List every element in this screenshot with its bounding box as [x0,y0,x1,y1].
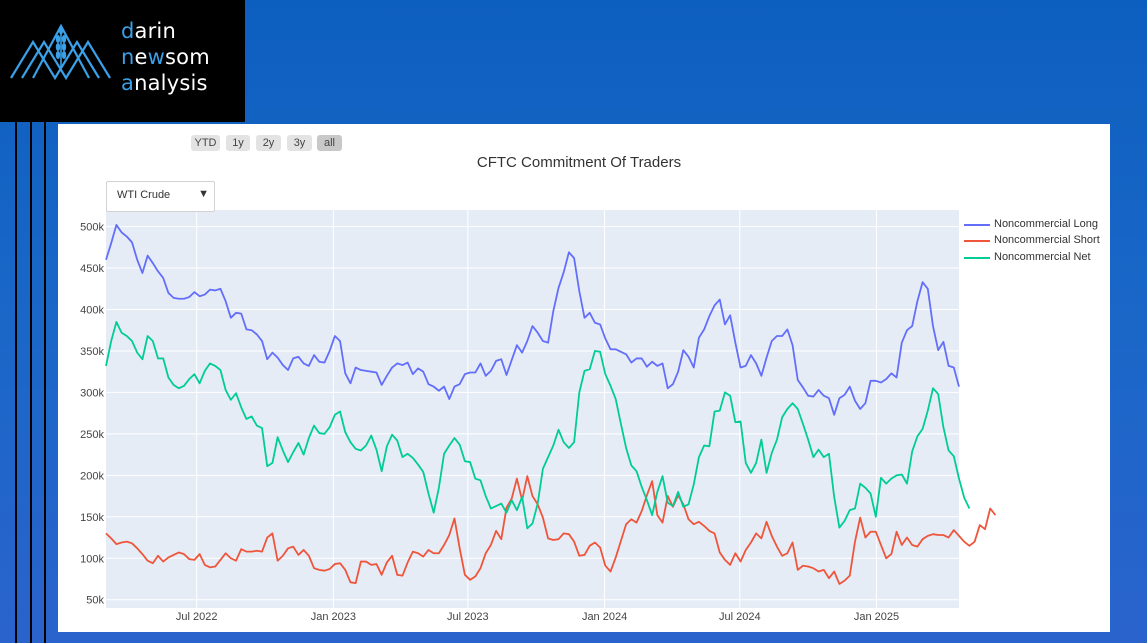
legend-swatch [964,257,990,259]
y-tick-label: 300k [80,387,104,399]
dropdown-arrow-icon: ▼ [198,188,209,200]
x-tick-label: Jan 2024 [582,611,627,623]
dropdown-value: WTI Crude [117,189,171,201]
y-tick-label: 200k [80,470,104,482]
decorative-bar [15,122,17,643]
x-tick-label: Jan 2023 [311,611,356,623]
chart-panel: 50k 100k 150k 200k 250k 300k 350k 400k 450k 500k J… [58,124,1110,632]
x-tick-label: Jul 2022 [176,611,218,623]
legend-label: Noncommercial Short [994,234,1100,246]
y-tick-label: 400k [80,305,104,317]
chart-title: CFTC Commitment Of Traders [476,154,682,171]
range-button-3y[interactable]: 3y [287,135,312,151]
commodity-dropdown[interactable]: WTI Crude ▼ [106,181,215,212]
logo-text-line-2: newsom [121,45,210,69]
x-tick-label: Jul 2024 [719,611,761,623]
x-tick-label: Jan 2025 [854,611,899,623]
range-button-all[interactable]: all [317,135,342,151]
series-line-0[interactable] [105,224,960,416]
legend-swatch [964,240,990,242]
y-tick-label: 150k [80,512,104,524]
y-tick-label: 350k [80,346,104,358]
series-line-1[interactable] [105,475,997,585]
wheat-mountains-icon [10,23,111,81]
range-button-2y[interactable]: 2y [256,135,281,151]
plot-area [106,210,959,608]
legend-swatch [964,224,990,226]
logo-text-line-3: analysis [121,71,208,95]
decorative-bar [44,122,46,643]
range-button-ytd[interactable]: YTD [191,135,220,151]
logo: darin newsom analysis [0,0,245,122]
legend-label: Noncommercial Net [994,251,1091,263]
y-tick-label: 250k [80,429,104,441]
line-chart[interactable]: 50k 100k 150k 200k 250k 300k 350k 400k 450k 500k J… [58,124,1110,632]
y-tick-label: 100k [80,553,104,565]
decorative-bar [30,122,32,643]
series-line-2[interactable] [105,321,971,530]
logo-text-line-1: darin [121,19,176,43]
legend-label: Noncommercial Long [994,218,1098,230]
range-button-1y[interactable]: 1y [226,135,250,151]
x-tick-label: Jul 2023 [447,611,489,623]
y-tick-label: 50k [86,595,104,607]
y-tick-label: 450k [80,263,104,275]
y-tick-label: 500k [80,222,104,234]
